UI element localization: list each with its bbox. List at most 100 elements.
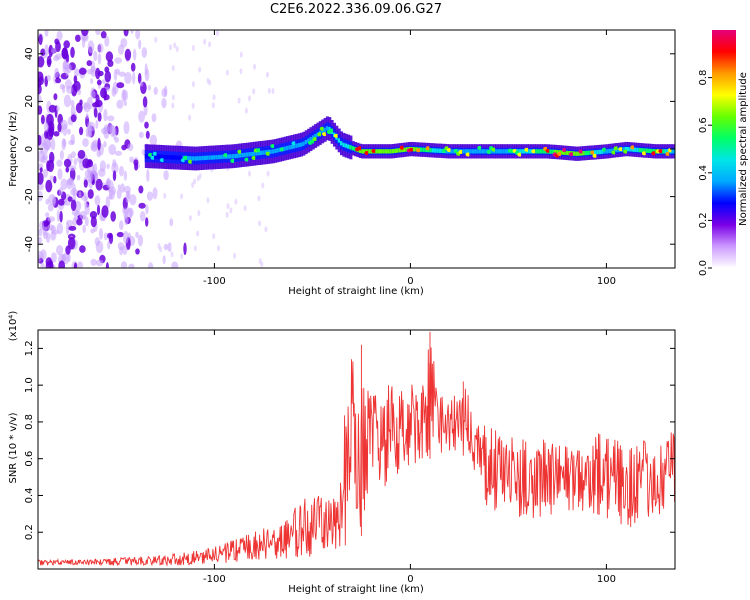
spectrogram-noise-blob [197,210,201,217]
spectrogram-signal-core [328,126,332,132]
spectrogram-noise-blob [116,231,124,238]
spectrogram-signal-core [483,149,487,154]
spectrogram-noise-blob [144,68,150,81]
spectrogram-signal-core [523,149,527,154]
colorbar: 0.0 0.2 0.4 0.6 0.8 Normalized spectral ampl… [698,30,749,276]
spectrogram-noise-blob [183,242,187,256]
spectrogram-noise-blob [164,85,168,98]
spectrogram-signal-core [502,149,506,154]
spectrogram-noise-blob [110,211,116,222]
spectrogram-signal-core [429,148,433,153]
spectrogram-noise-blob [76,174,81,181]
snr-y-tick-label: 1.2 [24,340,35,356]
spectrogram-noise-blob [40,156,47,164]
spectrogram-signal-core [671,149,675,154]
spectrogram-noise-blob [76,218,83,226]
spectrogram-noise-blob [70,105,76,117]
spectrogram-x-axis-label: Height of straight line (km) [288,286,424,297]
spectrogram-noise-blob [225,69,229,76]
spectrogram-noise-blob [116,188,122,200]
spectrogram-y-tick-label: -40 [24,236,35,252]
spectrogram-noise-blob [87,159,93,165]
spectrogram-signal-core [504,149,508,154]
spectrogram-signal-core [535,149,539,154]
spectrogram-noise-blob [53,93,58,101]
spectrogram-noise-blob [118,71,126,77]
spectrogram-noise-blob [87,189,94,199]
spectrogram-signal-core [173,155,176,160]
spectrogram-signal-core [645,148,649,153]
spectrogram-signal-core [321,129,325,134]
spectrogram-noise-blob [123,30,129,37]
spectrogram-noise-blob [95,178,103,191]
spectrogram-noise-blob [123,100,128,107]
spectrogram-noise-blob [46,55,52,68]
spectrogram-signal-core [518,149,522,154]
spectrogram-noise-blob [73,80,81,92]
spectrogram-signal-core [422,147,426,152]
spectrogram-noise-blob [138,131,144,139]
spectrogram-noise-blob [58,198,65,206]
colorbar-tick-label: 0.6 [698,117,709,133]
spectrogram-noise-blob [50,47,57,54]
spectrogram-signal-core [368,149,372,154]
spectrogram-noise-blob [97,53,102,65]
spectrogram-signal-core [648,148,652,153]
spectrogram-noise-blob [84,169,93,178]
spectrogram-noise-blob [191,81,195,88]
spectrogram-noise-blob [114,57,122,64]
spectrogram-signal-core [220,154,224,160]
spectrogram-noise-blob [97,137,101,151]
spectrogram-noise-blob [229,207,233,214]
spectrogram-signal-peak [183,155,189,160]
spectrogram-noise-blob [72,217,78,227]
spectrogram-noise-blob [47,203,54,212]
spectrogram-noise-blob [55,77,62,84]
spectrogram-noise-blob [46,113,54,127]
spectrogram-noise-blob [191,45,195,51]
spectrogram-signal-core [556,150,560,155]
spectrogram-noise-blob [104,36,110,47]
spectrogram-signal-peak [569,152,574,157]
spectrogram-signal-core [274,148,278,154]
spectrogram-noise-blob [59,210,63,223]
spectrogram-signal-core [154,154,158,159]
spectrogram-signal-peak [256,148,262,153]
spectrogram-signal-core [601,149,605,154]
spectrogram-signal-peak [159,158,165,163]
spectrogram-signal-peak [630,145,636,150]
spectrogram-noise-blob [248,95,251,102]
spectrogram-signal-core [363,149,367,154]
spectrogram-noise-blob [116,99,124,109]
spectrogram-noise-blob [193,245,197,252]
spectrogram-signal-core [450,149,454,154]
spectrogram-noise-blob [120,38,128,48]
spectrogram-signal-core [542,149,546,154]
spectrogram-noise-blob [252,88,256,95]
spectrogram-noise-blob [83,102,91,113]
spectrogram-noise-blob [90,144,99,152]
spectrogram-noise-blob [146,169,150,182]
spectrogram-noise-blob [73,158,78,166]
snr-x-tick-label: -100 [203,574,226,585]
spectrogram-noise-blob [90,78,94,85]
snr-series [38,331,675,567]
spectrogram-signal-peak [665,151,671,156]
spectrogram-signal-peak [265,151,271,156]
spectrogram-signal-peak [486,149,492,154]
spectrogram-signal-core [166,155,169,160]
spectrogram-noise-blob [38,182,44,191]
spectrogram-noise-blob [193,178,197,185]
spectrogram-noise-blob [103,141,107,148]
spectrogram-signal-peak [611,150,617,155]
spectrogram-signal-core [652,149,656,154]
spectrogram-noise-blob [148,262,154,268]
spectrogram-noise-blob [38,135,42,146]
spectrogram-noise-blob [59,150,64,161]
spectrogram-signal-core [307,138,311,143]
spectrogram-signal-core [201,155,205,161]
snr-background [38,330,675,569]
spectrogram-signal-peak [623,149,629,154]
spectrogram-signal-peak [531,149,537,154]
spectrogram-signal-core [342,142,346,147]
